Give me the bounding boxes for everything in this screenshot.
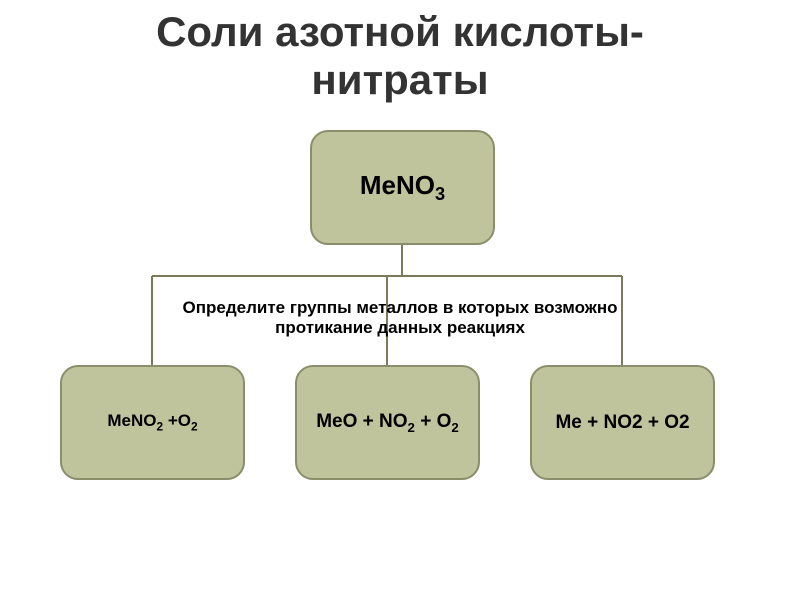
node-left: MeNO2 +O2 bbox=[60, 365, 245, 480]
node-mid: MeO + NO2 + O2 bbox=[295, 365, 480, 480]
node-top: MeNO3 bbox=[310, 130, 495, 245]
instruction-line1: Определите группы металлов в которых воз… bbox=[0, 298, 800, 318]
node-mid-label: MeO + NO2 + O2 bbox=[316, 411, 459, 435]
title-line1: Соли азотной кислоты- bbox=[0, 8, 800, 56]
node-right: Me + NO2 + O2 bbox=[530, 365, 715, 480]
node-right-label: Me + NO2 + O2 bbox=[555, 412, 689, 434]
node-left-label: MeNO2 +O2 bbox=[107, 411, 197, 433]
node-top-label: MeNO3 bbox=[360, 170, 445, 205]
instruction-text: Определите группы металлов в которых воз… bbox=[0, 298, 800, 338]
instruction-line2: протикание данных реакциях bbox=[0, 318, 800, 338]
title-line2: нитраты bbox=[0, 56, 800, 104]
page-title: Соли азотной кислоты- нитраты bbox=[0, 0, 800, 105]
